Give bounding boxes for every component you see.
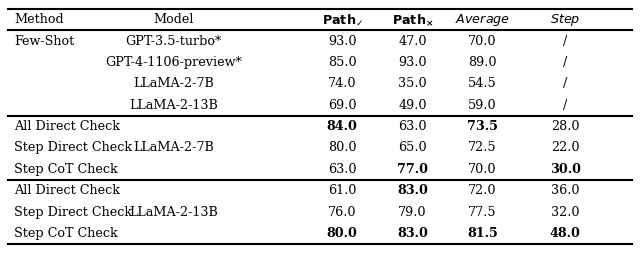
- Text: 59.0: 59.0: [468, 99, 497, 112]
- Text: 36.0: 36.0: [551, 184, 580, 197]
- Text: Model: Model: [153, 13, 194, 26]
- Text: 89.0: 89.0: [468, 56, 497, 69]
- Text: 54.5: 54.5: [468, 78, 497, 90]
- Text: 84.0: 84.0: [327, 120, 358, 133]
- Text: 81.5: 81.5: [467, 227, 498, 240]
- Text: 72.0: 72.0: [468, 184, 497, 197]
- Text: /: /: [563, 78, 568, 90]
- Text: 74.0: 74.0: [328, 78, 356, 90]
- Text: /: /: [563, 35, 568, 48]
- Text: 93.0: 93.0: [328, 35, 356, 48]
- Text: All Direct Check: All Direct Check: [14, 184, 120, 197]
- Text: GPT-3.5-turbo*: GPT-3.5-turbo*: [125, 35, 221, 48]
- Text: 47.0: 47.0: [398, 35, 427, 48]
- Text: 77.0: 77.0: [397, 163, 428, 176]
- Text: 70.0: 70.0: [468, 163, 497, 176]
- Text: All Direct Check: All Direct Check: [14, 120, 120, 133]
- Text: 63.0: 63.0: [328, 163, 356, 176]
- Text: Step CoT Check: Step CoT Check: [14, 227, 118, 240]
- Text: 79.0: 79.0: [398, 206, 427, 218]
- Text: 49.0: 49.0: [398, 99, 427, 112]
- Text: GPT-4-1106-preview*: GPT-4-1106-preview*: [105, 56, 242, 69]
- Text: Method: Method: [14, 13, 64, 26]
- Text: 35.0: 35.0: [398, 78, 427, 90]
- Text: $\mathbf{Path}_{\mathbf{\checkmark}}$: $\mathbf{Path}_{\mathbf{\checkmark}}$: [322, 13, 363, 27]
- Text: /: /: [563, 56, 568, 69]
- Text: 76.0: 76.0: [328, 206, 356, 218]
- Text: $\mathit{Step}$: $\mathit{Step}$: [550, 12, 580, 28]
- Text: Step Direct Check: Step Direct Check: [14, 141, 132, 155]
- Text: 73.5: 73.5: [467, 120, 498, 133]
- Text: 93.0: 93.0: [398, 56, 427, 69]
- Text: Few-Shot: Few-Shot: [14, 35, 74, 48]
- Text: 30.0: 30.0: [550, 163, 581, 176]
- Text: 83.0: 83.0: [397, 184, 428, 197]
- Text: 80.0: 80.0: [327, 227, 358, 240]
- Text: Step Direct Check: Step Direct Check: [14, 206, 132, 218]
- Text: LLaMA-2-13B: LLaMA-2-13B: [129, 99, 218, 112]
- Text: 32.0: 32.0: [551, 206, 580, 218]
- Text: Step CoT Check: Step CoT Check: [14, 163, 118, 176]
- Text: $\mathit{Average}$: $\mathit{Average}$: [455, 12, 510, 28]
- Text: 61.0: 61.0: [328, 184, 356, 197]
- Text: 63.0: 63.0: [398, 120, 427, 133]
- Text: 28.0: 28.0: [551, 120, 580, 133]
- Text: /: /: [563, 99, 568, 112]
- Text: 77.5: 77.5: [468, 206, 497, 218]
- Text: 65.0: 65.0: [398, 141, 427, 155]
- Text: 72.5: 72.5: [468, 141, 497, 155]
- Text: 85.0: 85.0: [328, 56, 356, 69]
- Text: LLaMA-2-7B: LLaMA-2-7B: [133, 141, 214, 155]
- Text: 22.0: 22.0: [551, 141, 580, 155]
- Text: 80.0: 80.0: [328, 141, 356, 155]
- Text: 83.0: 83.0: [397, 227, 428, 240]
- Text: 48.0: 48.0: [550, 227, 580, 240]
- Text: 70.0: 70.0: [468, 35, 497, 48]
- Text: LLaMA-2-7B: LLaMA-2-7B: [133, 78, 214, 90]
- Text: 69.0: 69.0: [328, 99, 356, 112]
- Text: $\mathbf{Path}_{\mathbf{\times}}$: $\mathbf{Path}_{\mathbf{\times}}$: [392, 12, 433, 28]
- Text: LLaMA-2-13B: LLaMA-2-13B: [129, 206, 218, 218]
